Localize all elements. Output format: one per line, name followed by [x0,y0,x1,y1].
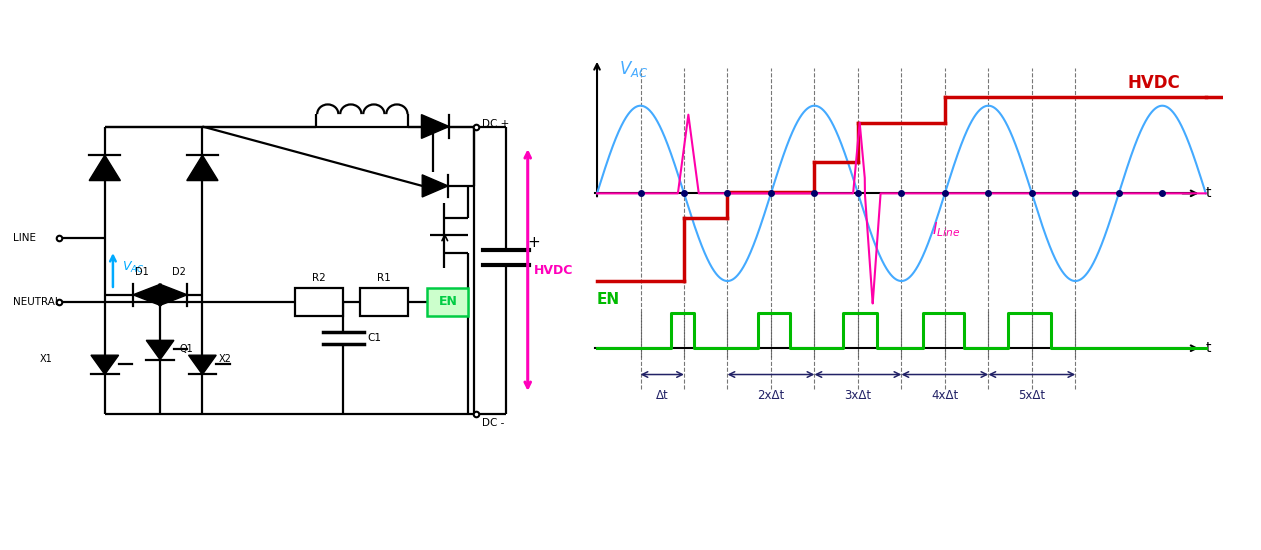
Bar [295,288,343,316]
Bar [427,288,468,316]
Text: t: t [1206,186,1212,200]
Text: EN: EN [596,293,620,307]
Text: HVDC: HVDC [1127,74,1180,92]
Bar [359,288,409,316]
Text: $V_{AC}$: $V_{AC}$ [122,260,145,275]
Text: R1: R1 [377,273,391,283]
Text: EN: EN [439,295,458,308]
Polygon shape [146,340,174,360]
Text: 3xΔt: 3xΔt [845,389,871,402]
Text: DC -: DC - [482,417,504,427]
Text: HVDC: HVDC [535,263,574,277]
Text: 5xΔt: 5xΔt [1019,389,1045,402]
Text: $I_{Line}$: $I_{Line}$ [932,220,960,239]
Polygon shape [91,355,119,375]
Polygon shape [422,175,448,197]
Polygon shape [90,155,120,180]
Polygon shape [187,155,218,180]
Text: X2: X2 [218,354,232,364]
Text: LINE: LINE [13,233,35,243]
Polygon shape [421,114,449,139]
Text: C1: C1 [368,333,382,343]
Text: 4xΔt: 4xΔt [932,389,958,402]
Text: D1: D1 [135,267,149,277]
Text: Δt: Δt [656,389,668,402]
Text: Q1: Q1 [179,344,193,354]
Polygon shape [189,355,216,375]
Text: +: + [528,235,541,250]
Text: D2: D2 [171,267,185,277]
Text: R2: R2 [311,273,325,283]
Polygon shape [159,284,187,306]
Text: 2xΔt: 2xΔt [758,389,784,402]
Text: t: t [1206,341,1212,355]
Text: NEUTRAL: NEUTRAL [13,297,61,307]
Polygon shape [132,284,161,306]
Text: DC +: DC + [482,119,509,129]
Text: $V_{AC}$: $V_{AC}$ [619,58,648,79]
Text: X1: X1 [40,354,53,364]
